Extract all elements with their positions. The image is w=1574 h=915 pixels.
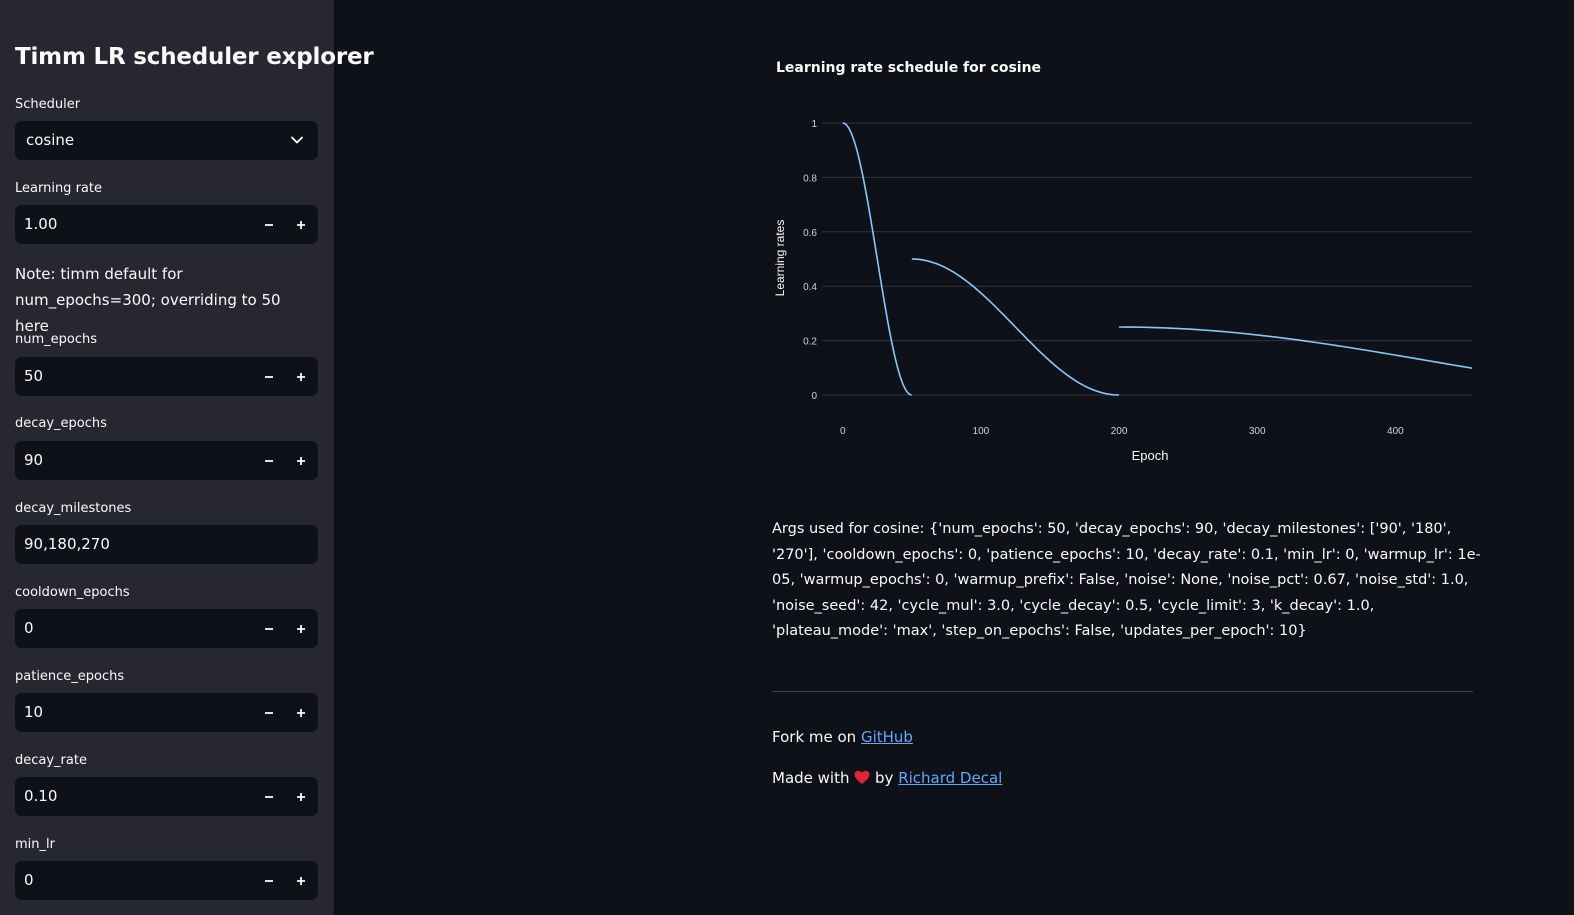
y-tick-label: 0.8 [803, 173, 817, 184]
num-epochs-decrement-button[interactable] [253, 357, 285, 396]
x-tick-label: 100 [973, 426, 990, 437]
learning-rate-value: 1.00 [24, 215, 58, 233]
minus-icon [265, 627, 273, 630]
minus-icon [265, 711, 273, 714]
made-with-prefix: Made with [772, 769, 855, 787]
learning-rate-label: Learning rate [15, 181, 102, 196]
num-epochs-increment-button[interactable] [285, 357, 317, 396]
x-tick-label: 0 [840, 426, 846, 437]
cooldown-epochs-decrement-button[interactable] [253, 609, 285, 648]
decay-epochs-input[interactable]: 90 [15, 441, 318, 480]
num-epochs-value: 50 [24, 367, 44, 385]
chart-series [842, 122, 1472, 396]
fork-prefix: Fork me on [772, 728, 861, 746]
min-lr-value: 0 [24, 871, 34, 889]
x-tick-label: 300 [1249, 426, 1266, 437]
learning-rate-decrement-button[interactable] [253, 205, 285, 244]
chart-grid [822, 122, 1472, 396]
y-tick-label: 0.2 [803, 337, 817, 348]
plus-icon [297, 792, 305, 801]
x-axis-label: Epoch [1132, 448, 1169, 463]
x-tick-label: 200 [1111, 426, 1128, 437]
plus-icon [297, 456, 305, 465]
minus-icon [265, 459, 273, 462]
scheduler-select[interactable]: cosine [15, 121, 318, 160]
plus-icon [297, 876, 305, 885]
series-line-segment [842, 122, 912, 396]
fork-line: Fork me on GitHub [772, 728, 913, 746]
plus-icon [297, 372, 305, 381]
num-epochs-note: Note: timm default for num_epochs=300; o… [15, 265, 281, 335]
plus-icon [297, 708, 305, 717]
app-title: Timm LR scheduler explorer [15, 44, 374, 70]
chevron-down-icon [291, 136, 303, 144]
cooldown-epochs-input[interactable]: 0 [15, 609, 318, 648]
minus-icon [265, 375, 273, 378]
plus-icon [297, 624, 305, 633]
decay-rate-value: 0.10 [24, 787, 58, 805]
num-epochs-label: num_epochs [15, 332, 98, 347]
series-line-segment [911, 258, 1120, 396]
y-tick-label: 0.6 [803, 228, 817, 239]
divider [772, 691, 1473, 692]
cooldown-epochs-label: cooldown_epochs [15, 585, 130, 600]
min-lr-increment-button[interactable] [285, 861, 317, 900]
y-tick-label: 0 [811, 391, 817, 402]
patience-epochs-value: 10 [24, 703, 44, 721]
series-line-segment [1119, 326, 1472, 369]
y-axis-ticks: 0 0.2 0.4 0.6 0.8 1 [803, 119, 817, 402]
decay-epochs-label: decay_epochs [15, 416, 107, 431]
y-tick-label: 1 [811, 119, 817, 130]
plus-icon [297, 220, 305, 229]
made-by-text: by [870, 769, 899, 787]
scheduler-label: Scheduler [15, 97, 81, 112]
decay-rate-input[interactable]: 0.10 [15, 777, 318, 816]
patience-epochs-input[interactable]: 10 [15, 693, 318, 732]
decay-milestones-value: 90,180,270 [24, 535, 110, 553]
sidebar: Timm LR scheduler explorer Scheduler cos… [0, 0, 374, 915]
learning-rate-increment-button[interactable] [285, 205, 317, 244]
num-epochs-input[interactable]: 50 [15, 357, 318, 396]
patience-epochs-label: patience_epochs [15, 669, 125, 684]
decay-epochs-value: 90 [24, 451, 44, 469]
heart-icon [854, 770, 870, 784]
patience-epochs-decrement-button[interactable] [253, 693, 285, 732]
decay-epochs-decrement-button[interactable] [253, 441, 285, 480]
cooldown-epochs-increment-button[interactable] [285, 609, 317, 648]
learning-rate-input[interactable]: 1.00 [15, 205, 318, 244]
minus-icon [265, 795, 273, 798]
minus-icon [265, 223, 273, 226]
decay-rate-label: decay_rate [15, 753, 87, 768]
made-with-line: Made with by Richard Decal [772, 769, 1002, 787]
min-lr-label: min_lr [15, 837, 55, 852]
min-lr-input[interactable]: 0 [15, 861, 318, 900]
decay-milestones-input[interactable]: 90,180,270 [15, 525, 318, 564]
args-text: Args used for cosine: {'num_epochs': 50,… [772, 521, 1481, 639]
author-link[interactable]: Richard Decal [898, 769, 1003, 787]
main-content: Learning rate schedule for cosine 0 0.2 0.… [334, 0, 1574, 915]
decay-rate-increment-button[interactable] [285, 777, 317, 816]
chart-title: Learning rate schedule for cosine [776, 60, 1042, 76]
scheduler-selected-value: cosine [26, 131, 75, 149]
x-tick-label: 400 [1387, 426, 1404, 437]
minus-icon [265, 879, 273, 882]
patience-epochs-increment-button[interactable] [285, 693, 317, 732]
github-link[interactable]: GitHub [860, 728, 913, 746]
decay-rate-decrement-button[interactable] [253, 777, 285, 816]
min-lr-decrement-button[interactable] [253, 861, 285, 900]
cooldown-epochs-value: 0 [24, 619, 34, 637]
lr-schedule-chart: 00.20.40.60.81 0100200300400500600 Learn… [773, 119, 1472, 463]
x-axis-ticks: 0100200300400500600 [840, 426, 1404, 437]
decay-milestones-label: decay_milestones [15, 501, 132, 516]
decay-epochs-increment-button[interactable] [285, 441, 317, 480]
y-axis-label: Learning rates [773, 220, 787, 297]
y-tick-label: 0.4 [803, 282, 817, 293]
